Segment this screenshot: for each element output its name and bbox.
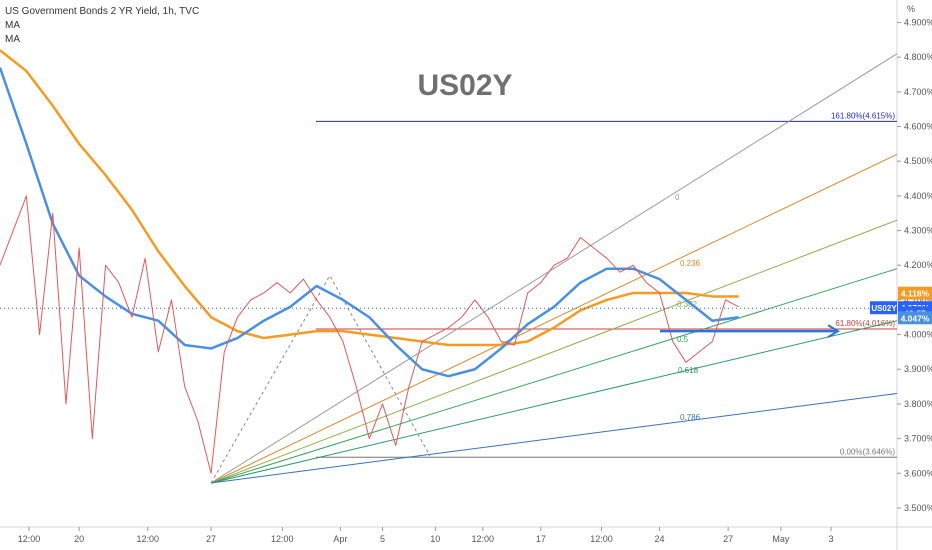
ticker-tag-text: US02Y — [871, 304, 897, 313]
x-tick-label: 17 — [536, 534, 546, 544]
x-tick-label: 12:00 — [136, 534, 159, 544]
price-label-box — [898, 311, 932, 325]
y-tick-label: 3.600% — [904, 468, 932, 478]
x-tick-label: 12:00 — [590, 534, 613, 544]
fan-line — [210, 219, 898, 484]
y-tick-label: 4.300% — [904, 226, 932, 236]
fib-level-label: 61.80%(4.016%) — [835, 319, 895, 328]
fib-level-label: 0.00%(3.646%) — [840, 447, 895, 456]
price-label-box — [898, 286, 932, 300]
y-tick-label: 4.900% — [904, 18, 932, 28]
y-tick-label: 4.500% — [904, 156, 932, 166]
x-tick-label: 24 — [655, 534, 665, 544]
x-tick-label: 20 — [74, 534, 84, 544]
series-line-1 — [0, 49, 739, 347]
projection-arrow-head — [827, 324, 840, 338]
fan-label: 0.5 — [677, 335, 689, 344]
price-label-text: 4.118% — [901, 289, 930, 299]
fan-line — [210, 320, 898, 484]
x-tick-label: 27 — [206, 534, 216, 544]
y-unit-label: % — [907, 4, 915, 14]
x-tick-label: 12:00 — [271, 534, 294, 544]
dashed-trendline — [210, 274, 431, 484]
y-tick-label: 4.100% — [904, 295, 932, 305]
price-label-text: 4.047% — [901, 313, 930, 323]
fan-label: 0.382 — [677, 300, 698, 309]
fib-level-label: 161.80%(4.615%) — [831, 111, 895, 120]
x-tick-label: 3 — [829, 534, 834, 544]
x-tick-label: 10 — [430, 534, 440, 544]
y-tick-label: 4.600% — [904, 122, 932, 132]
x-tick-label: 27 — [723, 534, 733, 544]
fan-label: 0.786 — [680, 413, 701, 422]
fan-line — [210, 393, 898, 484]
x-tick-label: May — [772, 534, 790, 544]
ma-legend-2: MA — [5, 34, 20, 45]
fan-label: 0 — [675, 193, 680, 202]
series-line-3 — [0, 195, 739, 474]
series-line-2 — [0, 67, 739, 378]
fan-line — [210, 53, 898, 484]
y-tick-label: 4.200% — [904, 260, 932, 270]
fan-label: 0.618 — [678, 366, 699, 375]
y-tick-label: 3.500% — [904, 503, 932, 513]
ticker-tag-box — [870, 301, 897, 315]
fan-line — [210, 153, 898, 484]
chart-title: US Government Bonds 2 YR Yield, 1h, TVC — [5, 6, 200, 17]
fan-line — [210, 268, 898, 484]
y-tick-label: 4.800% — [904, 52, 932, 62]
x-tick-label: 5 — [380, 534, 385, 544]
y-tick-label: 4.000% — [904, 330, 932, 340]
y-tick-label: 4.400% — [904, 191, 932, 201]
y-tick-label: 4.700% — [904, 87, 932, 97]
x-tick-label: 12:00 — [18, 534, 41, 544]
symbol-watermark: US02Y — [417, 69, 512, 102]
fan-label: 0.236 — [680, 259, 701, 268]
y-tick-label: 3.900% — [904, 364, 932, 374]
y-tick-label: 3.700% — [904, 434, 932, 444]
x-tick-label: 12:00 — [472, 534, 495, 544]
ma-legend-1: MA — [5, 20, 20, 31]
y-tick-label: 3.800% — [904, 399, 932, 409]
x-tick-label: Apr — [333, 534, 347, 544]
